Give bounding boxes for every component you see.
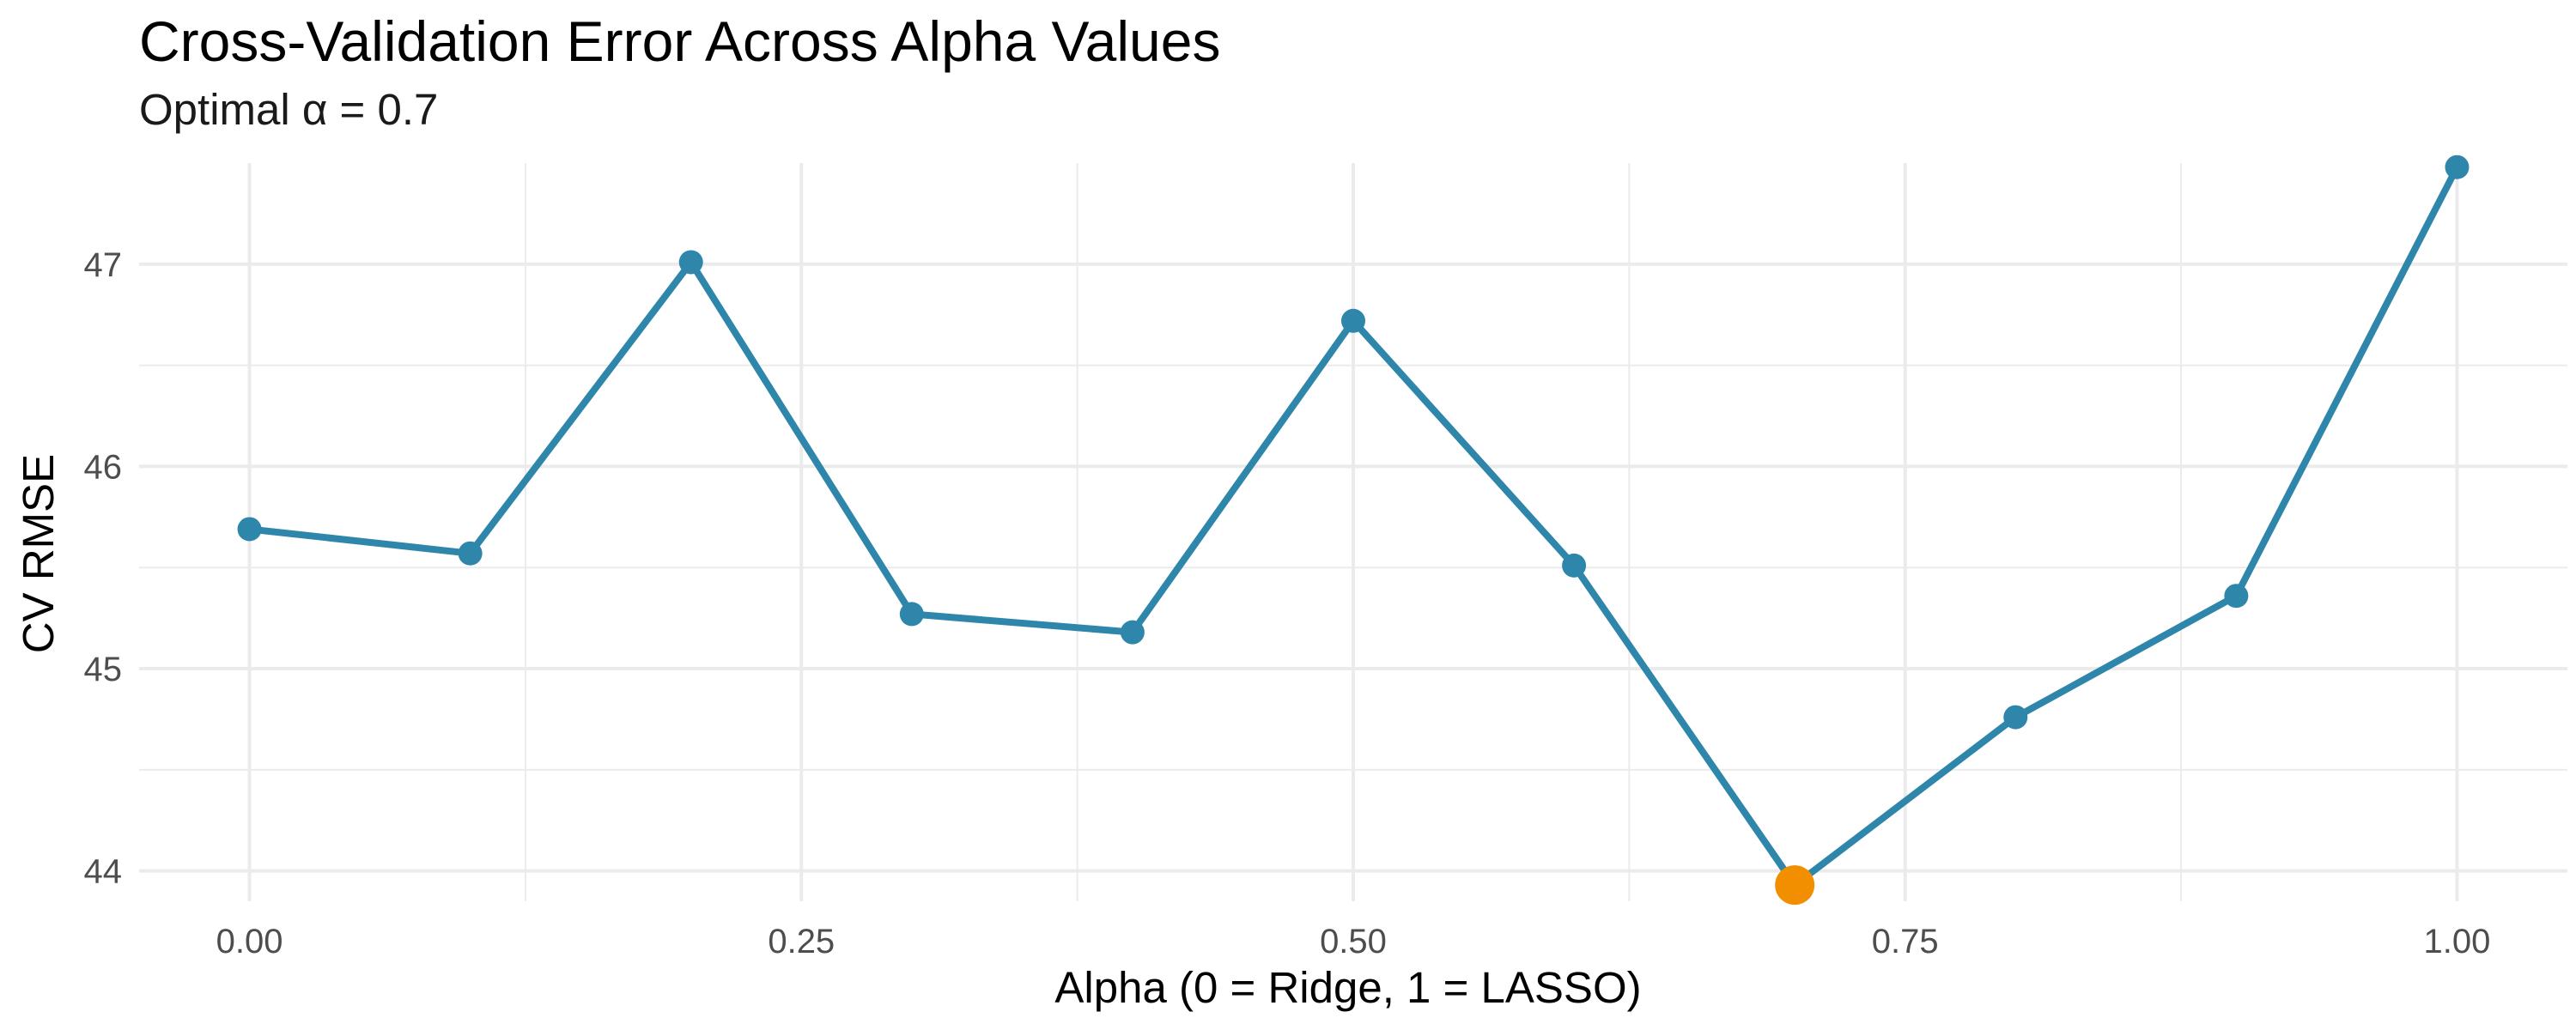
x-tick-label: 0.00 bbox=[216, 923, 283, 960]
axis-tick-labels: 0.00 0.25 0.50 0.75 1.00 44 45 46 47 bbox=[84, 246, 2491, 960]
x-tick-label: 0.75 bbox=[1872, 923, 1939, 960]
series-group bbox=[237, 154, 2470, 906]
x-tick-label: 1.00 bbox=[2424, 923, 2491, 960]
data-point bbox=[1562, 553, 1587, 578]
data-point bbox=[899, 602, 924, 627]
data-point bbox=[458, 541, 483, 566]
data-point bbox=[1341, 308, 1365, 333]
y-axis-title: CV RMSE bbox=[14, 454, 63, 653]
y-tick-label: 47 bbox=[84, 246, 123, 284]
data-point bbox=[2445, 154, 2470, 179]
y-tick-label: 45 bbox=[84, 651, 123, 688]
data-point bbox=[237, 517, 262, 542]
data-point bbox=[2224, 584, 2249, 609]
x-tick-label: 0.50 bbox=[1320, 923, 1387, 960]
data-point bbox=[2003, 705, 2028, 730]
optimal-point-highlight bbox=[1775, 865, 1815, 906]
x-axis-title: Alpha (0 = Ridge, 1 = LASSO) bbox=[1054, 963, 1641, 1012]
data-point bbox=[678, 250, 703, 275]
data-point bbox=[1120, 620, 1145, 645]
chart-subtitle: Optimal α = 0.7 bbox=[139, 85, 439, 134]
y-tick-label: 44 bbox=[84, 853, 123, 891]
x-tick-label: 0.25 bbox=[768, 923, 835, 960]
y-tick-label: 46 bbox=[84, 448, 123, 486]
chart-title: Cross-Validation Error Across Alpha Valu… bbox=[139, 9, 1221, 73]
grid-lines bbox=[139, 163, 2567, 901]
